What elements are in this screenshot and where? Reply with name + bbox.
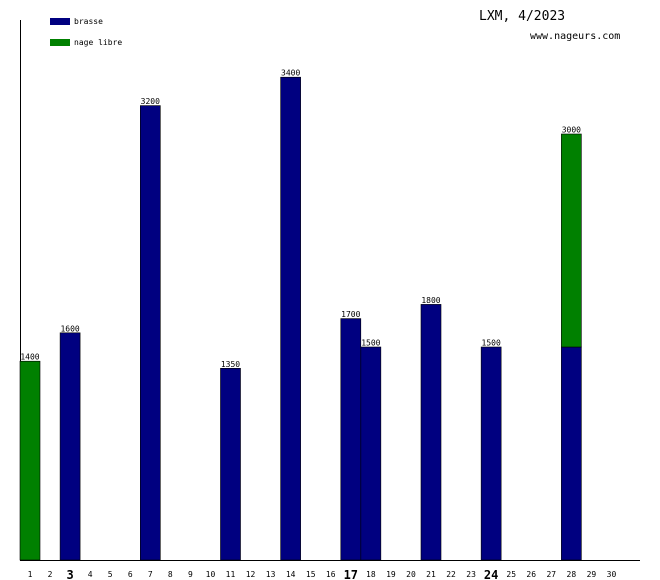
legend-item-nage-libre: nage libre bbox=[50, 38, 122, 47]
x-tick-label-30: 30 bbox=[607, 570, 617, 579]
x-tick-label-29: 29 bbox=[587, 570, 597, 579]
x-tick-label-25: 25 bbox=[506, 570, 516, 579]
x-tick-label-11: 11 bbox=[226, 570, 236, 579]
bar-brasse-3 bbox=[59, 332, 81, 561]
data-label-18: 1500 bbox=[361, 339, 380, 348]
data-label-3: 1600 bbox=[60, 324, 79, 333]
legend-swatch-brasse bbox=[50, 18, 70, 25]
bar-nage-libre-28 bbox=[561, 133, 582, 348]
x-tick-label-23: 23 bbox=[466, 570, 476, 579]
bar-nage-libre-1 bbox=[19, 360, 41, 561]
data-label-17: 1700 bbox=[341, 310, 360, 319]
x-tick-label-6: 6 bbox=[128, 570, 133, 579]
data-label-28: 3000 bbox=[562, 126, 581, 135]
x-tick-label-12: 12 bbox=[246, 570, 256, 579]
data-label-14: 3400 bbox=[281, 69, 300, 78]
x-tick-label-20: 20 bbox=[406, 570, 416, 579]
x-tick-label-21: 21 bbox=[426, 570, 436, 579]
legend-swatch-nage-libre bbox=[50, 39, 70, 46]
x-tick-label-5: 5 bbox=[108, 570, 113, 579]
x-tick-label-15: 15 bbox=[306, 570, 316, 579]
x-tick-label-17: 17 bbox=[344, 568, 358, 580]
x-tick-label-9: 9 bbox=[188, 570, 193, 579]
legend-item-brasse: brasse bbox=[50, 17, 103, 26]
data-label-11: 1350 bbox=[221, 360, 240, 369]
x-tick-label-26: 26 bbox=[526, 570, 536, 579]
x-tick-label-4: 4 bbox=[88, 570, 93, 579]
x-tick-label-8: 8 bbox=[168, 570, 173, 579]
x-tick-label-14: 14 bbox=[286, 570, 296, 579]
data-label-1: 1400 bbox=[20, 353, 39, 362]
x-tick-label-27: 27 bbox=[546, 570, 556, 579]
x-tick-label-13: 13 bbox=[266, 570, 276, 579]
bar-brasse-24 bbox=[480, 346, 502, 561]
bar-brasse-21 bbox=[420, 304, 442, 561]
x-tick-label-28: 28 bbox=[567, 570, 577, 579]
bar-brasse-14 bbox=[280, 76, 301, 561]
x-tick-label-16: 16 bbox=[326, 570, 336, 579]
site-url: www.nageurs.com bbox=[530, 31, 621, 42]
x-tick-label-2: 2 bbox=[48, 570, 53, 579]
legend-label-brasse: brasse bbox=[74, 17, 103, 26]
data-label-24: 1500 bbox=[482, 339, 501, 348]
bar-brasse-7 bbox=[140, 105, 161, 561]
bar-brasse-11 bbox=[220, 367, 241, 561]
x-tick-label-18: 18 bbox=[366, 570, 376, 579]
x-tick-label-22: 22 bbox=[446, 570, 456, 579]
x-tick-label-24: 24 bbox=[484, 568, 498, 580]
bar-brasse-17 bbox=[340, 318, 362, 561]
legend-label-nage-libre: nage libre bbox=[74, 38, 123, 47]
data-label-7: 3200 bbox=[141, 97, 160, 106]
x-tick-label-10: 10 bbox=[206, 570, 216, 579]
x-tick-label-7: 7 bbox=[148, 570, 153, 579]
data-label-21: 1800 bbox=[421, 296, 440, 305]
chart-title: LXM, 4/2023 bbox=[479, 9, 566, 24]
bar-brasse-28 bbox=[561, 346, 582, 561]
x-tick-label-3: 3 bbox=[66, 568, 73, 580]
bar-brasse-18 bbox=[360, 346, 382, 561]
x-tick-label-1: 1 bbox=[28, 570, 33, 579]
x-tick-label-19: 19 bbox=[386, 570, 396, 579]
